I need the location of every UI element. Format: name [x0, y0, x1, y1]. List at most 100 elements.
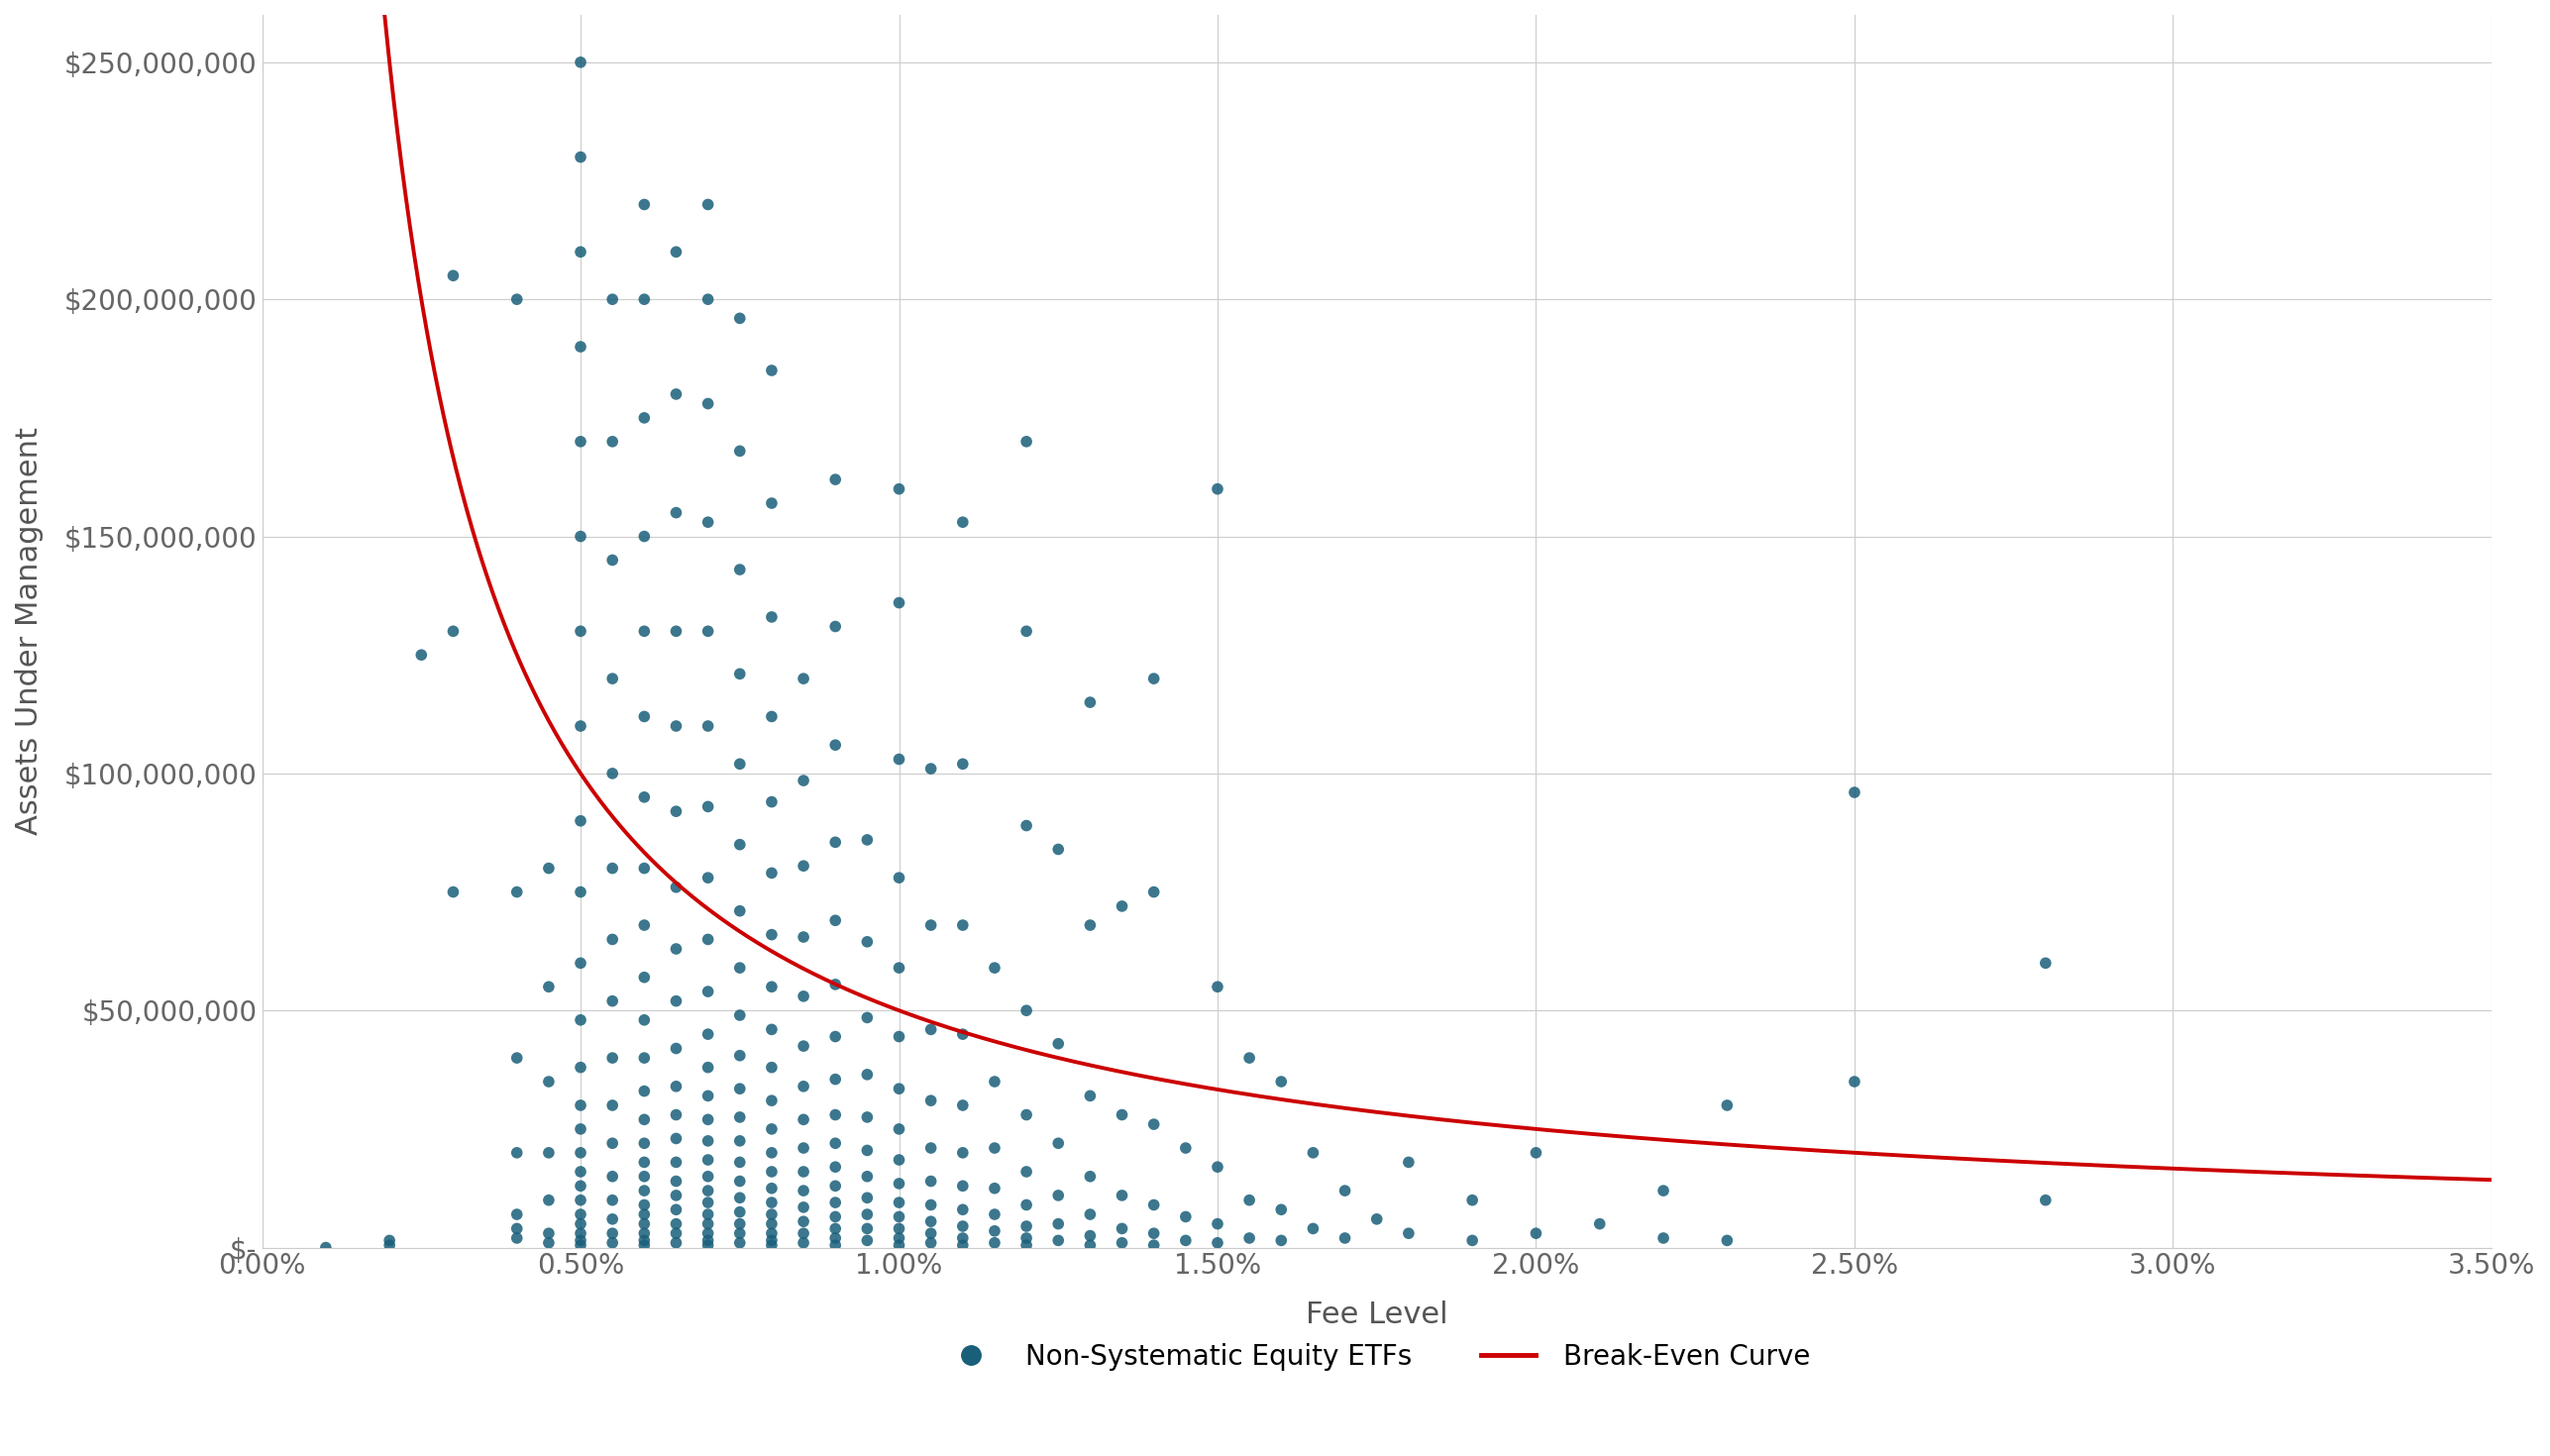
Point	[497, 1142, 538, 1165]
Point	[625, 1233, 666, 1257]
Point	[752, 606, 793, 629]
Point	[1387, 1150, 1428, 1174]
Point	[847, 1217, 887, 1241]
Point	[816, 1025, 857, 1048]
Point	[1038, 1032, 1079, 1056]
Point	[688, 511, 729, 534]
Point	[1132, 1112, 1173, 1136]
Point	[880, 1233, 921, 1257]
Point	[1132, 881, 1173, 904]
Point	[592, 288, 632, 312]
Point	[847, 1006, 887, 1029]
Point	[625, 913, 666, 936]
Point	[752, 1056, 793, 1079]
Point	[497, 881, 538, 904]
Point	[944, 1093, 984, 1117]
Point	[944, 1022, 984, 1045]
Point	[625, 1222, 666, 1245]
Point	[655, 501, 696, 524]
Point	[497, 1217, 538, 1241]
Point	[1132, 667, 1173, 690]
Point	[847, 1063, 887, 1086]
Point	[561, 1222, 602, 1245]
Point	[561, 146, 602, 169]
Point	[1387, 1222, 1428, 1245]
Point	[910, 913, 951, 936]
Point	[880, 1217, 921, 1241]
Point	[719, 1200, 760, 1223]
Point	[688, 866, 729, 890]
Point	[688, 1165, 729, 1188]
Point	[719, 1169, 760, 1192]
Point	[783, 769, 824, 792]
Point	[528, 856, 569, 879]
Point	[1165, 1206, 1206, 1229]
Point	[719, 957, 760, 980]
Point	[719, 662, 760, 686]
Point	[434, 264, 474, 287]
Point	[974, 1136, 1015, 1159]
Point	[561, 1142, 602, 1165]
Point	[816, 1067, 857, 1091]
Point	[688, 795, 729, 818]
Point	[655, 1037, 696, 1060]
Point	[2025, 951, 2066, 974]
Point	[783, 1034, 824, 1057]
Point	[528, 976, 569, 999]
Point	[752, 923, 793, 946]
Point	[655, 799, 696, 823]
X-axis label: Fee Level: Fee Level	[1306, 1300, 1448, 1329]
Point	[1293, 1217, 1334, 1241]
Point	[1229, 1188, 1270, 1211]
Point	[688, 1130, 729, 1153]
Point	[816, 1206, 857, 1229]
Point	[625, 1131, 666, 1155]
Point	[1260, 1198, 1300, 1222]
Point	[1196, 1213, 1237, 1236]
Point	[561, 810, 602, 833]
Point	[370, 1229, 411, 1252]
Point	[1196, 1155, 1237, 1178]
Point	[752, 1213, 793, 1236]
Point	[847, 828, 887, 852]
Point	[400, 644, 441, 667]
Legend: Non-Systematic Equity ETFs, Break-Even Curve: Non-Systematic Equity ETFs, Break-Even C…	[931, 1332, 1821, 1382]
Point	[561, 1093, 602, 1117]
Point	[1229, 1047, 1270, 1070]
Point	[719, 1232, 760, 1255]
Point	[719, 1130, 760, 1153]
Point	[719, 307, 760, 331]
Point	[625, 785, 666, 808]
Point	[719, 1003, 760, 1026]
Point	[688, 288, 729, 312]
Point	[655, 1222, 696, 1245]
Point	[816, 1155, 857, 1178]
Point	[944, 1233, 984, 1257]
Point	[625, 1047, 666, 1070]
Point	[1102, 1184, 1142, 1207]
Point	[655, 1075, 696, 1098]
Point	[592, 667, 632, 690]
Point	[592, 1093, 632, 1117]
Point	[561, 1188, 602, 1211]
Point	[1102, 1232, 1142, 1255]
Point	[783, 1075, 824, 1098]
Point	[847, 1203, 887, 1226]
Point	[561, 1160, 602, 1184]
Point	[655, 1150, 696, 1174]
Point	[944, 753, 984, 776]
Point	[655, 1213, 696, 1236]
Point	[752, 862, 793, 885]
Point	[1165, 1229, 1206, 1252]
Point	[625, 620, 666, 644]
Point	[655, 875, 696, 898]
Point	[783, 1160, 824, 1184]
Point	[592, 1047, 632, 1070]
Point	[719, 1105, 760, 1128]
Point	[847, 1229, 887, 1252]
Point	[880, 1226, 921, 1249]
Point	[1706, 1229, 1747, 1252]
Point	[719, 1213, 760, 1236]
Point	[719, 1150, 760, 1174]
Point	[752, 1191, 793, 1214]
